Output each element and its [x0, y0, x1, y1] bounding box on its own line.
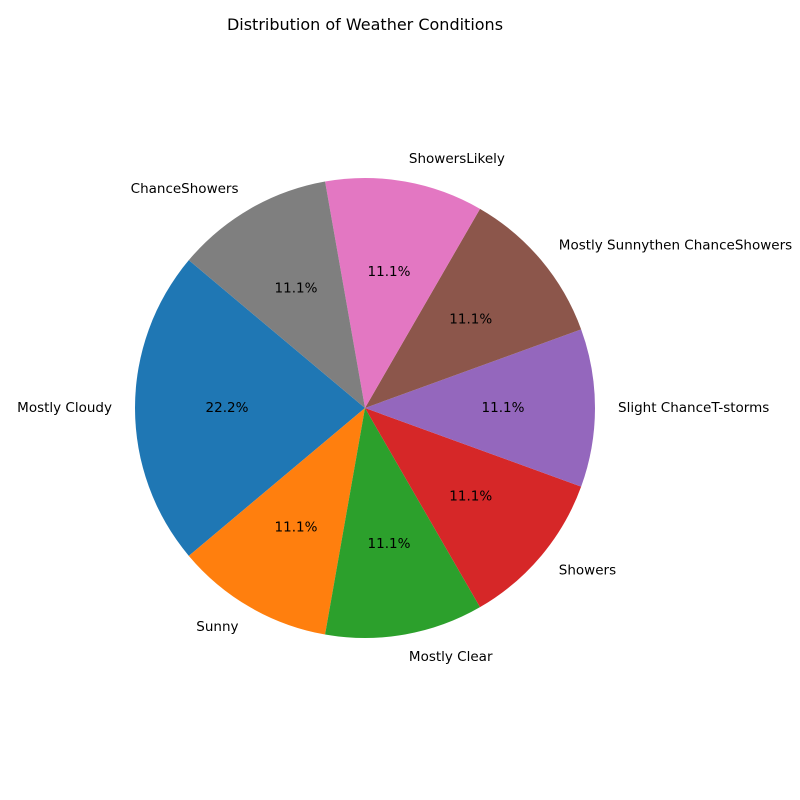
pie-pct-label-4: 11.1%: [482, 400, 525, 416]
pie-slice-6: [325, 177, 480, 408]
pie-slice-2: [325, 408, 480, 638]
pie-labels: 22.2% Mostly Cloudy 11.1% Sunny 11.1% Mostly …: [17, 151, 792, 665]
pie-slice-1: [188, 408, 365, 635]
pie-category-label-3: Showers: [559, 563, 616, 579]
pie-pct-label-5: 11.1%: [449, 311, 492, 327]
pie-pct-label-1: 11.1%: [275, 520, 318, 536]
pie-category-label-1: Sunny: [196, 619, 238, 635]
pie-pct-label-7: 11.1%: [275, 280, 318, 296]
pie-category-label-0: Mostly Cloudy: [17, 400, 112, 416]
pie-pct-label-2: 11.1%: [368, 536, 411, 552]
pie-slice-4: [365, 329, 595, 487]
pie-category-label-4: Slight ChanceT-storms: [618, 400, 769, 416]
pie-slice-0: [135, 260, 365, 556]
pie-category-label-7: ChanceShowers: [131, 181, 239, 197]
pie-slice-3: [365, 408, 582, 608]
pie-pct-label-0: 22.2%: [206, 400, 249, 416]
pie-slice-5: [365, 208, 582, 408]
pie-pct-label-3: 11.1%: [449, 489, 492, 505]
pie-slices: [135, 177, 595, 638]
pie-category-label-6: ShowersLikely: [409, 151, 505, 167]
pie-pct-label-6: 11.1%: [368, 264, 411, 280]
pie-category-label-5: Mostly Sunnythen ChanceShowers: [559, 237, 792, 253]
chart-title: Distribution of Weather Conditions: [227, 15, 503, 34]
pie-category-label-2: Mostly Clear: [409, 649, 493, 665]
pie-slice-7: [188, 181, 365, 408]
